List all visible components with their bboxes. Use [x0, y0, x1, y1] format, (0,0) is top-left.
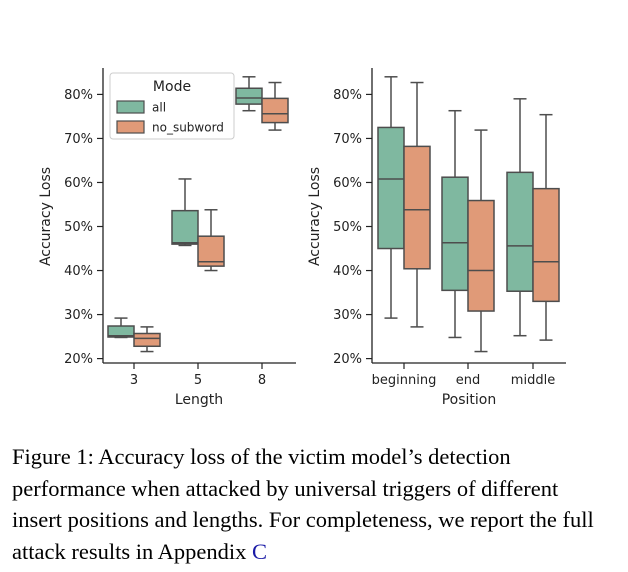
y-tick-label: 30% [64, 308, 93, 323]
x-tick-label: end [456, 373, 481, 388]
y-tick-label: 80% [64, 88, 93, 103]
x-tick-label: middle [511, 373, 555, 388]
x-tick-label: beginning [372, 373, 437, 388]
y-tick-label: 60% [64, 176, 93, 191]
box-all-beginning [377, 76, 405, 319]
legend-swatch-no_subword [116, 120, 145, 134]
box-all-8 [235, 76, 263, 112]
iqr-box [467, 199, 495, 312]
y-tick-label: 20% [333, 352, 362, 367]
caption-text: Figure 1: Accuracy loss of the victim mo… [12, 444, 594, 564]
legend-label-no_subword: no_subword [152, 121, 224, 135]
box-all-3 [107, 317, 135, 339]
y-tick-label: 60% [333, 176, 362, 191]
x-tick-label: 5 [194, 373, 202, 388]
legend-swatch-all [116, 100, 145, 114]
iqr-box [133, 332, 161, 348]
iqr-box [107, 325, 135, 338]
position-chart: 20% 30% 40% 50% 60% 70% 80% beginning end middle P… [307, 68, 566, 408]
y-tick-label: 80% [333, 88, 362, 103]
appendix-link[interactable]: C [251, 538, 267, 564]
figure-canvas: 20% 30% 40% 50% 60% 70% 80% 3 5 8 Length Accuracy L… [38, 68, 566, 408]
box-no_subword-beginning [403, 81, 431, 328]
box-all-end [441, 109, 469, 339]
box-all-middle [506, 98, 534, 337]
y-tick-label: 50% [64, 220, 93, 235]
y-tick-label: 70% [333, 132, 362, 147]
iqr-box [441, 176, 469, 292]
iqr-box [506, 171, 534, 292]
legend-title: Mode [153, 79, 191, 95]
iqr-box [235, 87, 263, 105]
x-tick-label: 8 [258, 373, 266, 388]
y-tick-label: 70% [64, 132, 93, 147]
box-no_subword-8 [261, 81, 289, 131]
y-tick-label: 50% [333, 220, 362, 235]
y-tick-label: 40% [64, 264, 93, 279]
iqr-box [377, 126, 405, 250]
y-axis-label: Accuracy Loss [307, 167, 323, 266]
y-axis-label: Accuracy Loss [38, 167, 54, 266]
box-no_subword-3 [133, 326, 161, 353]
y-tick-label: 30% [333, 308, 362, 323]
legend: Mode all no_subword [109, 72, 235, 140]
iqr-box [171, 209, 199, 245]
iqr-box [261, 97, 289, 124]
legend-label-all: all [152, 101, 166, 115]
x-tick-label: 3 [130, 373, 138, 388]
x-axis-label: Length [175, 392, 223, 408]
box-no_subword-middle [532, 113, 560, 341]
y-tick-label: 20% [64, 352, 93, 367]
box-no_subword-end [467, 129, 495, 353]
box-all-5 [171, 178, 199, 247]
iqr-box [403, 145, 431, 270]
iqr-box [532, 187, 560, 303]
y-tick-label: 40% [333, 264, 362, 279]
box-no_subword-5 [197, 209, 225, 272]
x-axis-label: Position [442, 392, 497, 408]
length-chart: 20% 30% 40% 50% 60% 70% 80% 3 5 8 Length Accuracy L… [38, 68, 296, 408]
figure-caption: Figure 1: Accuracy loss of the victim mo… [12, 441, 612, 567]
